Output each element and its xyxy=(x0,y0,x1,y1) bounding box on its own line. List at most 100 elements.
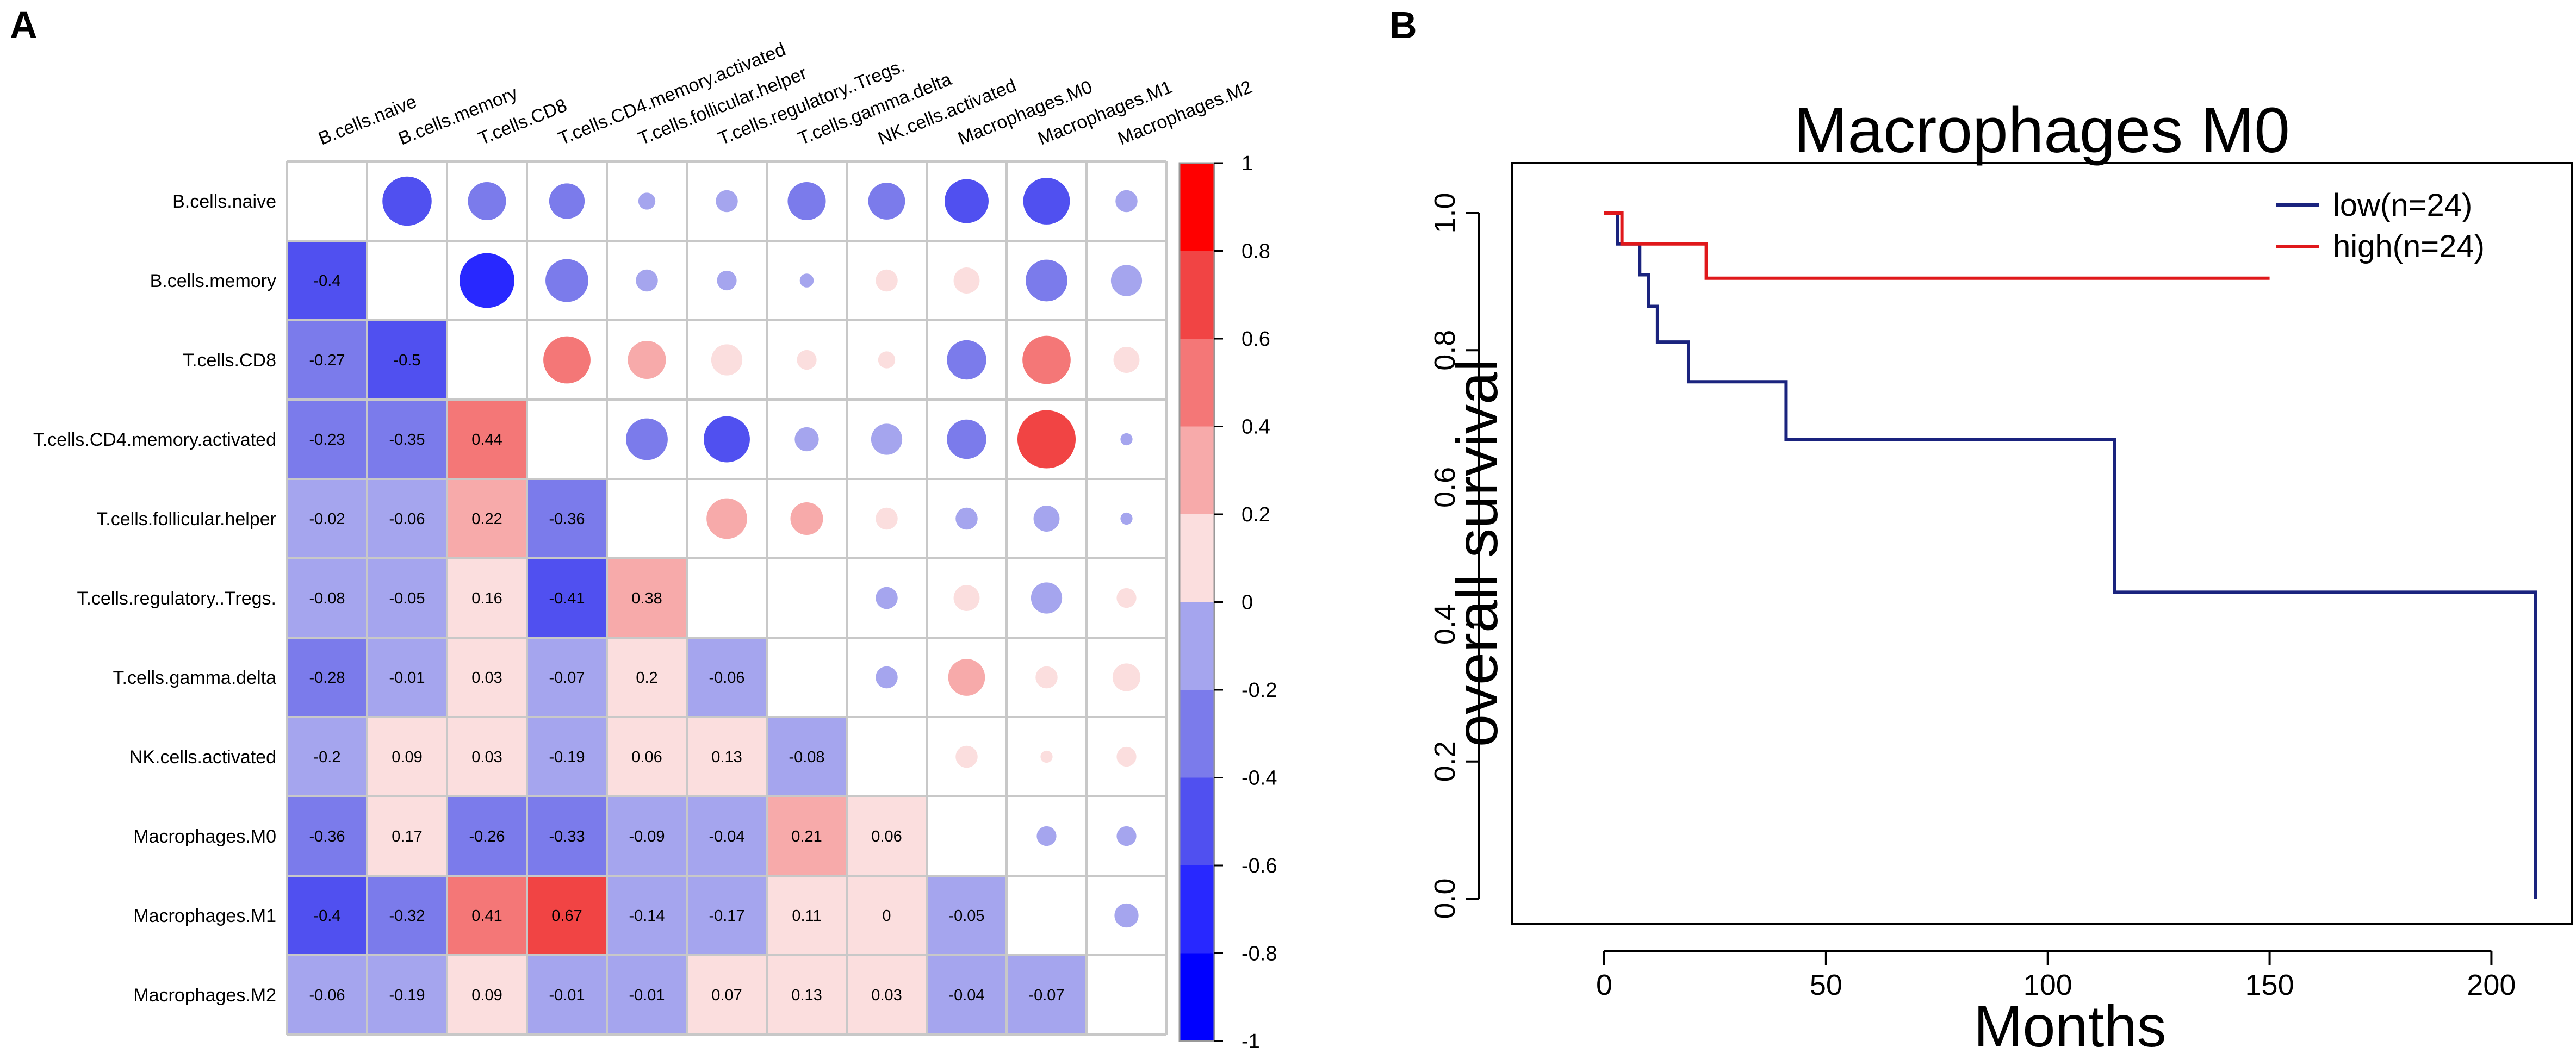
heatmap-cell-value: -0.08 xyxy=(309,590,345,607)
column-label: Macrophages.M0 xyxy=(955,77,1095,149)
y-tick-label: 1.0 xyxy=(1429,192,1461,233)
heatmap-circle xyxy=(876,507,898,530)
heatmap-circle xyxy=(706,498,747,539)
row-label: NK.cells.activated xyxy=(129,747,276,768)
heatmap-cell-value: -0.09 xyxy=(629,828,665,845)
heatmap-cell-value: -0.36 xyxy=(309,828,345,845)
heatmap-cell-value: -0.19 xyxy=(389,987,425,1004)
heatmap-cell xyxy=(367,479,447,558)
heatmap-cell xyxy=(527,400,607,479)
heatmap-circle xyxy=(1031,582,1063,614)
heatmap-cell xyxy=(287,400,367,479)
heatmap-circle xyxy=(797,350,817,370)
heatmap-cell-value: -0.23 xyxy=(309,431,345,448)
heatmap-cell-value: 0.03 xyxy=(471,749,502,766)
heatmap-cell xyxy=(767,717,847,796)
heatmap-cell-value: 0.13 xyxy=(711,749,742,766)
row-label: T.cells.follicular.helper xyxy=(96,509,276,529)
heatmap-circle xyxy=(717,270,737,291)
heatmap-cell-value: 0 xyxy=(882,907,891,925)
heatmap-cell xyxy=(927,955,1007,1035)
heatmap-cell-value: -0.36 xyxy=(549,510,585,528)
heatmap-cell-value: -0.2 xyxy=(314,749,341,766)
colorbar-tick-label: -0.2 xyxy=(1242,679,1277,702)
row-label: B.cells.memory xyxy=(150,271,276,291)
row-label: B.cells.naive xyxy=(172,191,276,212)
heatmap-cell-value: 0.09 xyxy=(392,749,422,766)
heatmap-cell xyxy=(687,796,767,876)
heatmap-cell xyxy=(1007,876,1087,955)
heatmap-cell xyxy=(287,876,367,955)
heatmap-cell xyxy=(367,320,447,400)
heatmap-circle xyxy=(628,340,666,379)
x-tick-label: 100 xyxy=(2023,969,2072,1001)
heatmap-cell-value: 0.38 xyxy=(631,590,662,607)
heatmap-cell-value: -0.17 xyxy=(709,907,744,925)
heatmap-cell xyxy=(367,558,447,638)
heatmap-circle xyxy=(545,259,588,302)
heatmap-cell xyxy=(687,558,767,638)
heatmap-circle xyxy=(549,183,585,219)
row-label: Macrophages.M1 xyxy=(133,906,276,926)
heatmap-circle xyxy=(948,659,985,696)
heatmap-cell xyxy=(447,717,527,796)
heatmap-cell-value: -0.08 xyxy=(789,749,824,766)
heatmap-cell xyxy=(287,479,367,558)
heatmap-circle xyxy=(636,269,658,292)
heatmap-cell xyxy=(847,876,927,955)
heatmap-cell-value: 0.11 xyxy=(792,907,821,925)
x-axis-label: Months xyxy=(1973,993,2166,1053)
heatmap-circle xyxy=(876,666,898,689)
heatmap-circle xyxy=(953,585,980,611)
heatmap-cell xyxy=(287,320,367,400)
heatmap-circle xyxy=(460,253,514,308)
heatmap-cell xyxy=(927,796,1007,876)
heatmap-circle xyxy=(1120,512,1133,525)
heatmap-circle xyxy=(382,176,432,226)
heatmap-cell-value: -0.27 xyxy=(309,352,345,369)
heatmap-cell xyxy=(447,479,527,558)
colorbar-tick-label: 0.8 xyxy=(1242,240,1270,263)
plot-frame xyxy=(1511,162,2573,925)
heatmap-cell-value: -0.4 xyxy=(314,272,341,290)
heatmap-cell xyxy=(527,479,607,558)
heatmap-cell xyxy=(447,320,527,400)
heatmap-cell-value: 0.67 xyxy=(551,907,582,925)
panel-label-b: B xyxy=(1389,4,1417,46)
heatmap-cell xyxy=(447,955,527,1035)
y-axis-label: overall survival xyxy=(1444,359,1510,747)
heatmap-cell-value: 0.22 xyxy=(471,510,502,528)
heatmap-cell xyxy=(367,638,447,717)
heatmap-cell xyxy=(527,717,607,796)
heatmap-circle xyxy=(638,192,656,210)
heatmap-cell-value: -0.01 xyxy=(629,987,665,1004)
chart-title: Macrophages M0 xyxy=(1794,95,2290,166)
heatmap-cell xyxy=(927,876,1007,955)
colorbar: 1 0.8 0.6 0.4 0.2 0 -0.2 -0.4 -0.6 -0.8 -1 xyxy=(1178,152,1277,1053)
heatmap-circle xyxy=(1116,746,1137,767)
x-tick-label: 50 xyxy=(1810,969,1842,1001)
colorbar-tick-label: -0.8 xyxy=(1242,943,1277,965)
heatmap-cell xyxy=(607,955,687,1035)
heatmap-cell xyxy=(847,717,927,796)
heatmap-cell-value: 0.21 xyxy=(791,828,822,845)
heatmap-cell xyxy=(1007,955,1087,1035)
x-tick-label: 150 xyxy=(2245,969,2294,1001)
heatmap-cell xyxy=(607,558,687,638)
heatmap-cell-value: -0.01 xyxy=(389,669,425,687)
heatmap-circle xyxy=(790,502,823,535)
heatmap-cell xyxy=(287,717,367,796)
heatmap-circle xyxy=(787,182,826,221)
heatmap-cell xyxy=(1087,955,1166,1035)
heatmap-cell xyxy=(367,400,447,479)
heatmap-circle xyxy=(1035,666,1058,689)
heatmap-cell-value: 0.03 xyxy=(471,669,502,687)
heatmap-cell xyxy=(527,955,607,1035)
heatmap-cell xyxy=(767,955,847,1035)
heatmap-circle xyxy=(1017,410,1076,469)
heatmap-circle xyxy=(1040,750,1053,763)
heatmap-circle xyxy=(711,344,743,376)
heatmap-cell-value: -0.06 xyxy=(709,669,744,687)
heatmap-circle xyxy=(955,745,978,768)
heatmap-cell xyxy=(287,161,367,241)
